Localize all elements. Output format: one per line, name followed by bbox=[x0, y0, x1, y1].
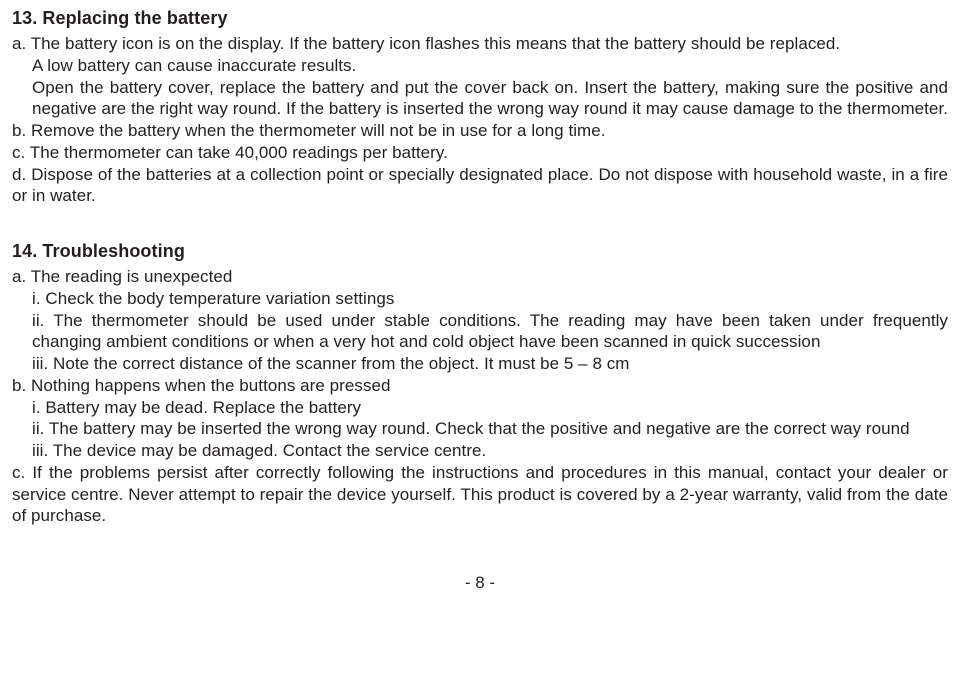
section-14-b-ii: ii. The battery may be inserted the wron… bbox=[12, 418, 948, 440]
section-13-b: b. Remove the battery when the thermomet… bbox=[12, 120, 948, 142]
section-13-c: c. The thermometer can take 40,000 readi… bbox=[12, 142, 948, 164]
section-13-heading: 13. Replacing the battery bbox=[12, 8, 948, 29]
section-14: 14. Troubleshooting a. The reading is un… bbox=[12, 241, 948, 527]
section-14-b: b. Nothing happens when the buttons are … bbox=[12, 375, 948, 397]
section-13-d: d. Dispose of the batteries at a collect… bbox=[12, 164, 948, 208]
section-14-heading: 14. Troubleshooting bbox=[12, 241, 948, 262]
section-13: 13. Replacing the battery a. The battery… bbox=[12, 8, 948, 207]
section-13-a-line1: a. The battery icon is on the display. I… bbox=[12, 33, 948, 55]
section-14-a-i: i. Check the body temperature variation … bbox=[12, 288, 948, 310]
section-14-a-ii: ii. The thermometer should be used under… bbox=[12, 310, 948, 354]
section-13-a-line3: Open the battery cover, replace the batt… bbox=[12, 77, 948, 121]
section-14-a: a. The reading is unexpected bbox=[12, 266, 948, 288]
page-number: - 8 - bbox=[12, 573, 948, 593]
section-14-b-i: i. Battery may be dead. Replace the batt… bbox=[12, 397, 948, 419]
section-14-c: c. If the problems persist after correct… bbox=[12, 462, 948, 527]
section-14-a-iii: iii. Note the correct distance of the sc… bbox=[12, 353, 948, 375]
section-13-a-line2: A low battery can cause inaccurate resul… bbox=[12, 55, 948, 77]
section-14-b-iii: iii. The device may be damaged. Contact … bbox=[12, 440, 948, 462]
